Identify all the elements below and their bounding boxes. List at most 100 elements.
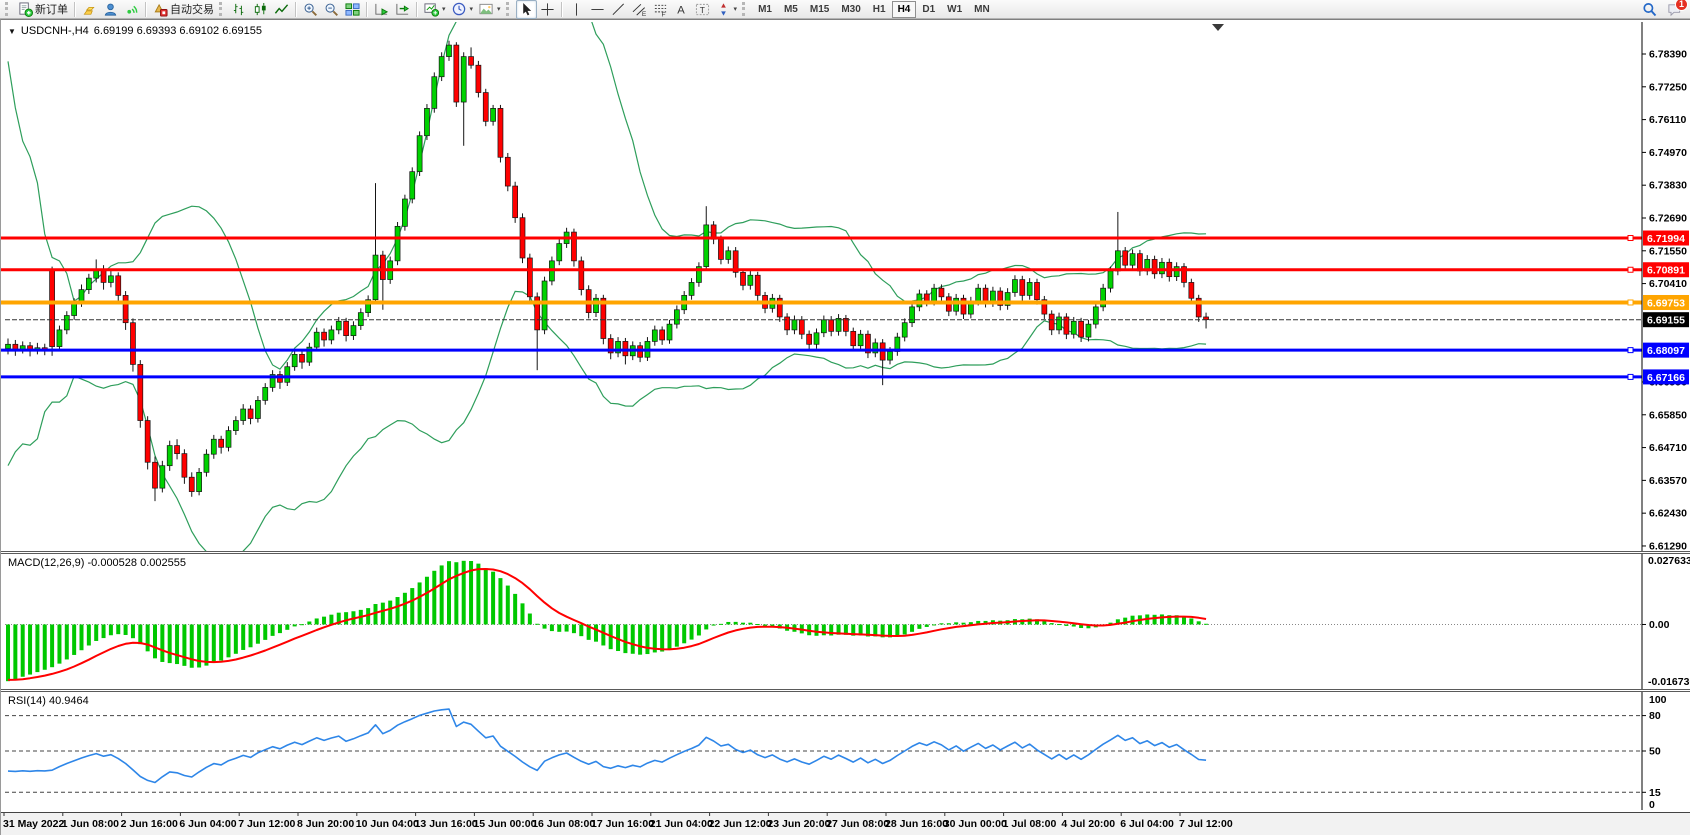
toolbar-grip[interactable]: [219, 2, 225, 16]
chart-shift-button[interactable]: [392, 0, 413, 19]
vertical-line-button[interactable]: [566, 0, 587, 19]
macd-histogram-bar: [314, 618, 319, 625]
rsi-line[interactable]: [7, 708, 1207, 784]
community-button[interactable]: [100, 0, 121, 19]
macd-histogram-bar: [307, 621, 312, 625]
arrows-button[interactable]: ▾: [713, 0, 741, 19]
macd-histogram-bar: [248, 624, 253, 648]
tf-m5-button[interactable]: M5: [783, 3, 798, 15]
templates-button[interactable]: ▾: [476, 0, 504, 19]
equidistant-channel-button[interactable]: E: [629, 0, 650, 19]
chart-canvas[interactable]: 6.78390 6.77250 6.76110 6.74970 6.73830 6.726…: [1, 20, 1690, 835]
tf-w1-button[interactable]: W1: [947, 3, 963, 15]
new-order-icon: [18, 1, 33, 17]
candle-down: [571, 231, 577, 262]
axis-tick-label: 6.64710: [1649, 442, 1687, 454]
text-icon: A: [674, 2, 689, 17]
toolbar-grip[interactable]: [742, 2, 748, 16]
text-label-button[interactable]: T: [692, 0, 713, 19]
hline-drag-handle[interactable]: [1627, 347, 1634, 354]
macd-histogram-bar: [300, 624, 304, 626]
macd-histogram-bar: [579, 624, 584, 637]
auto-scroll-button[interactable]: [371, 0, 392, 19]
signals-button[interactable]: [121, 0, 142, 19]
chat-button[interactable]: 1: [1664, 0, 1688, 19]
candle-up: [108, 275, 114, 283]
macd-histogram-bar: [917, 624, 922, 629]
candle-down: [115, 275, 122, 296]
tf-h1-button[interactable]: H1: [872, 3, 886, 15]
periods-button[interactable]: ▾: [449, 0, 477, 19]
horizontal-line-button[interactable]: [587, 0, 608, 19]
new-order-button[interactable]: 新订单: [15, 0, 71, 19]
candle-down: [784, 316, 790, 331]
macd-histogram-bar: [660, 624, 665, 652]
text-button[interactable]: A: [671, 0, 692, 19]
zoom-out-button[interactable]: [321, 0, 342, 19]
zoom-in-button[interactable]: [300, 0, 321, 19]
tf-m30-button[interactable]: M30: [841, 3, 861, 15]
tf-m15-button[interactable]: M15: [809, 3, 830, 15]
macd-histogram-bar: [116, 624, 121, 635]
crosshair-button[interactable]: [537, 0, 558, 19]
macd-histogram-bar: [1174, 615, 1179, 625]
toolbar-separator: [366, 1, 368, 17]
macd-panel-divider[interactable]: [1, 551, 1690, 554]
hline-drag-handle[interactable]: [1627, 299, 1634, 306]
candle-up: [269, 374, 276, 388]
tf-m1-button[interactable]: M1: [758, 3, 772, 15]
time-axis-label: 15 Jun 00:00: [473, 818, 536, 830]
time-axis-label: 2 Jun 16:00: [121, 818, 178, 830]
bollinger-lower-band[interactable]: [7, 290, 1207, 561]
indicators-dropdown-icon[interactable]: ▾: [442, 6, 446, 13]
chart-shift-marker[interactable]: [1212, 24, 1224, 31]
macd-histogram-bar: [954, 622, 959, 625]
chart-candles-button[interactable]: [250, 0, 271, 19]
toolbar-grip[interactable]: [5, 2, 11, 16]
tf-mn-button[interactable]: MN: [974, 3, 990, 15]
rsi-panel-divider[interactable]: [1, 689, 1690, 692]
chart-line-button[interactable]: [271, 0, 292, 19]
tile-windows-button[interactable]: [342, 0, 363, 19]
periods-dropdown-icon[interactable]: ▾: [469, 6, 474, 13]
macd-histogram-bar: [1167, 615, 1172, 625]
candle-up: [71, 302, 78, 316]
candle-down: [850, 330, 857, 347]
candle-up: [615, 341, 621, 354]
gold-button[interactable]: [79, 0, 100, 19]
macd-histogram-bar: [388, 600, 393, 625]
chart-bars-button[interactable]: [229, 0, 250, 19]
price-tag: [1643, 342, 1689, 358]
search-button[interactable]: [1639, 0, 1660, 19]
toolbar-separator: [145, 1, 147, 17]
macd-histogram-bar: [226, 624, 231, 658]
bollinger-upper-band[interactable]: [7, 20, 1207, 370]
candle-down: [152, 461, 158, 489]
hline-drag-handle[interactable]: [1627, 266, 1634, 273]
toolbar-grip[interactable]: [505, 2, 512, 16]
trendline-button[interactable]: [608, 0, 629, 19]
price-tag-label: 6.68097: [1647, 345, 1685, 357]
symbol-collapse-icon[interactable]: ▼: [8, 26, 16, 36]
cursor-button[interactable]: [515, 0, 537, 19]
macd-histogram-bar: [645, 624, 650, 655]
templates-dropdown-icon[interactable]: ▾: [497, 6, 501, 13]
tf-h4-button[interactable]: H4: [891, 0, 917, 18]
autotrading-button[interactable]: 自动交易: [150, 0, 217, 19]
candle-up: [159, 465, 166, 489]
candle-up: [1173, 266, 1180, 278]
macd-histogram-bar: [417, 582, 422, 625]
macd-label: MACD(12,26,9) -0.000528 0.002555: [8, 557, 186, 569]
tf-d1-button[interactable]: D1: [922, 3, 936, 15]
hline-drag-handle[interactable]: [1627, 235, 1634, 242]
macd-histogram-bar: [1182, 616, 1186, 625]
macd-histogram-bar: [366, 608, 371, 625]
indicators-button[interactable]: ▾: [421, 0, 449, 19]
fibonacci-button[interactable]: F: [650, 0, 671, 19]
arrows-dropdown-icon[interactable]: ▾: [733, 6, 738, 13]
text-label-icon: T: [695, 2, 710, 17]
candle-up: [240, 408, 247, 421]
price-tag: [1643, 369, 1689, 385]
hline-drag-handle[interactable]: [1627, 373, 1634, 380]
macd-signal-line[interactable]: [7, 568, 1207, 681]
